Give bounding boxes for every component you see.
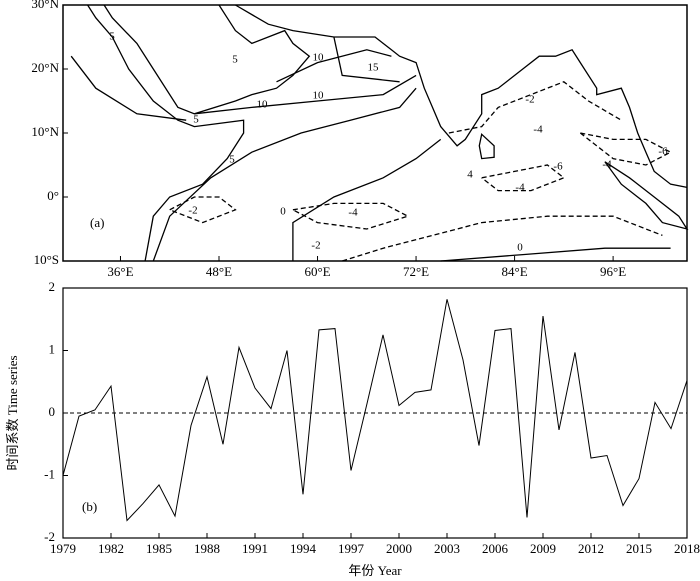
map-frame [62, 4, 688, 262]
contour [481, 164, 566, 192]
contour [333, 36, 400, 83]
x-tick-label: 2006 [482, 541, 509, 556]
y-axis-label: 时间系数 Time series [5, 355, 20, 470]
contour-label: 5 [229, 154, 235, 166]
coastline [604, 161, 689, 231]
panel-label: (b) [82, 499, 97, 514]
x-tick-label: 2009 [530, 541, 556, 556]
contour-label: 5 [193, 114, 199, 126]
contour [342, 215, 663, 262]
contour-label: -4 [602, 159, 612, 171]
contour-label: 5 [109, 31, 115, 43]
contour [292, 138, 442, 261]
panel-label: (a) [90, 215, 104, 230]
y-tick-label: -1 [44, 466, 55, 481]
contour [440, 247, 671, 262]
x-tick-label: 1982 [98, 541, 124, 556]
contour [169, 196, 237, 224]
contour-label: 15 [368, 62, 380, 74]
coastline [478, 133, 495, 160]
contour [276, 49, 392, 83]
x-tick-label: 1994 [290, 541, 317, 556]
x-tick-label: 1988 [194, 541, 220, 556]
contour-label: 0 [280, 206, 286, 218]
y-tick-label: 10°S [34, 252, 59, 267]
x-tick-label: 72°E [403, 264, 429, 279]
coastline [87, 4, 245, 262]
y-tick-label: 0° [47, 188, 59, 203]
x-tick-label: 1997 [338, 541, 365, 556]
x-tick-label: 1985 [146, 541, 172, 556]
x-axis-label: 年份 Year [348, 563, 402, 578]
contour [70, 55, 187, 121]
x-tick-label: 84°E [502, 264, 528, 279]
coastline [235, 4, 688, 189]
x-tick-label: 96°E [600, 264, 626, 279]
x-tick-label: 48°E [206, 264, 232, 279]
x-tick-label: 1991 [242, 541, 268, 556]
contour [448, 81, 622, 134]
x-tick-label: 1979 [50, 541, 76, 556]
contour [292, 202, 410, 230]
y-tick-label: 2 [49, 279, 56, 294]
x-tick-label: 60°E [304, 264, 330, 279]
contour-label: -2 [311, 240, 320, 252]
contour-label: -4 [515, 182, 525, 194]
x-tick-label: 2003 [434, 541, 460, 556]
contour-label: -4 [348, 207, 358, 219]
contour-label: -2 [525, 94, 534, 106]
contour [194, 74, 417, 115]
series-line [62, 299, 688, 522]
x-tick-label: 2012 [578, 541, 604, 556]
x-tick-label: 36°E [107, 264, 133, 279]
y-tick-label: 1 [49, 341, 56, 356]
y-tick-label: 0 [49, 404, 56, 419]
y-tick-label: 20°N [31, 60, 59, 75]
contour-label: 10 [313, 90, 325, 102]
contour-label: 10 [313, 52, 325, 64]
coastline [103, 4, 311, 115]
x-tick-label: 2000 [386, 541, 412, 556]
contour [579, 132, 673, 166]
contour [152, 87, 417, 262]
contour-label: -2 [188, 205, 197, 217]
y-tick-label: 30°N [31, 0, 59, 11]
contour-label: 4 [467, 169, 473, 181]
y-tick-label: -2 [44, 529, 55, 544]
contour-label: -6 [553, 161, 563, 173]
contour-label: -6 [658, 146, 668, 158]
contour-label: -4 [533, 124, 543, 136]
x-tick-label: 2015 [626, 541, 652, 556]
y-tick-label: 10°N [31, 124, 59, 139]
contour-label: 0 [517, 242, 523, 254]
x-tick-label: 2018 [674, 541, 700, 556]
contour-label: 5 [232, 54, 238, 66]
contour-label: 10 [257, 99, 269, 111]
